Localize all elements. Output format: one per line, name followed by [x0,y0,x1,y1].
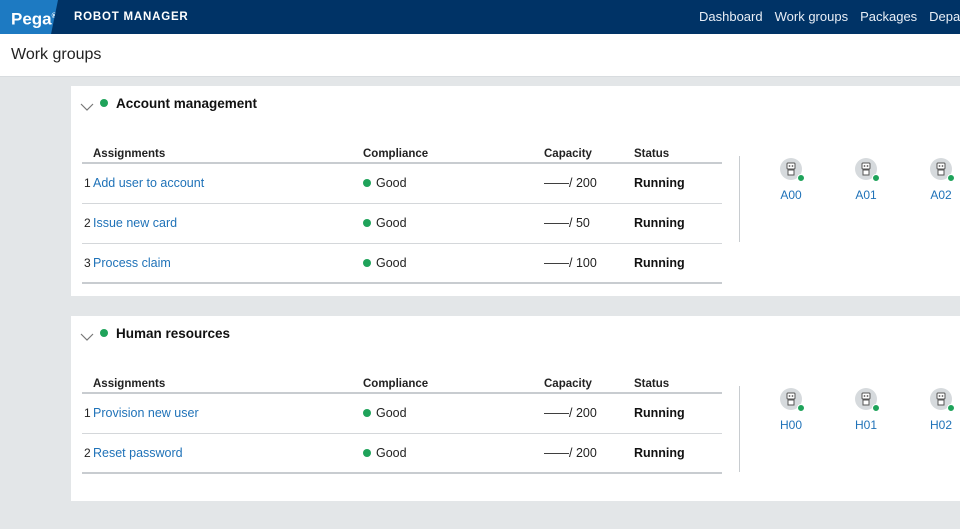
robot-name[interactable]: H00 [779,418,802,432]
robot-name[interactable]: H01 [854,418,877,432]
compliance-value: Good [376,216,407,230]
status-value: Running [634,256,685,270]
robot-status-dot [947,174,955,182]
status-dot-icon [363,449,371,457]
col-compliance: Compliance [363,148,429,160]
chevron-down-icon[interactable] [80,332,94,342]
capacity-value: ——/ 100 [544,256,597,270]
table-header: Assignments Compliance Capacity Status [82,378,722,394]
compliance-value: Good [376,406,407,420]
chevron-down-icon[interactable] [80,102,94,112]
group-title: Human resources [116,326,231,341]
col-assignments: Assignments [93,378,166,390]
pega-logo[interactable]: Pega® [0,0,58,34]
assignment-link[interactable]: Add user to account [93,176,205,190]
robot-icon [930,158,955,182]
robot-name[interactable]: A00 [780,188,802,202]
compliance-cell: Good [363,446,407,460]
nav-work-groups[interactable]: Work groups [774,9,849,24]
table-header: Assignments Compliance Capacity Status [82,148,722,164]
row-number: 3 [84,256,91,270]
compliance-value: Good [376,256,407,270]
robot-status-dot [872,404,880,412]
compliance-cell: Good [363,406,407,420]
nav-packages[interactable]: Packages [860,9,918,24]
divider [739,156,740,242]
robot-tile[interactable]: A00 [771,158,811,202]
status-value: Running [634,176,685,190]
compliance-cell: Good [363,176,407,190]
group-status-dot [100,99,108,107]
col-assignments: Assignments [93,148,166,160]
robot-icon [930,388,955,412]
row-number: 1 [84,406,91,420]
logo-registered-mark: ® [51,13,57,20]
capacity-value: ——/ 200 [544,176,597,190]
row-number: 1 [84,176,91,190]
robot-icon [855,158,880,182]
row-number: 2 [84,446,91,460]
assignment-link[interactable]: Process claim [93,256,171,270]
work-group-card: Human resources Assignments Compliance C… [71,316,960,501]
compliance-cell: Good [363,216,407,230]
row-number: 2 [84,216,91,230]
table-row: 2 Issue new card Good ——/ 50 Running [82,204,722,244]
robot-icon [780,158,805,182]
assignment-link[interactable]: Provision new user [93,406,199,420]
main-nav: Dashboard Work groups Packages Departm [699,0,960,34]
status-value: Running [634,216,685,230]
page-header: Work groups [0,34,960,77]
assignment-link[interactable]: Reset password [93,446,183,460]
capacity-value: ——/ 50 [544,216,590,230]
robot-status-dot [872,174,880,182]
compliance-value: Good [376,446,407,460]
app-name: ROBOT MANAGER [74,11,189,23]
robot-status-dot [797,174,805,182]
group-status-dot [100,329,108,337]
status-dot-icon [363,219,371,227]
table-row: 2 Reset password Good ——/ 200 Running [82,434,722,474]
robot-tile[interactable]: A02 [921,158,960,202]
nav-departments[interactable]: Departm [929,9,960,24]
col-capacity: Capacity [544,378,592,390]
robot-name[interactable]: H02 [929,418,952,432]
col-status: Status [634,378,670,390]
robot-tile[interactable]: A01 [846,158,886,202]
robot-tile[interactable]: H02 [921,388,960,432]
table-row: 1 Add user to account Good ——/ 200 Runni… [82,164,722,204]
robot-icon [780,388,805,412]
status-value: Running [634,406,685,420]
robot-icon [855,388,880,412]
status-dot-icon [363,409,371,417]
robot-tile[interactable]: H00 [771,388,811,432]
compliance-value: Good [376,176,407,190]
table-row: 1 Provision new user Good ——/ 200 Runnin… [82,394,722,434]
top-navigation-bar: Pega® ROBOT MANAGER Dashboard Work group… [0,0,960,34]
assignment-link[interactable]: Issue new card [93,216,178,230]
table-row: 3 Process claim Good ——/ 100 Running [82,244,722,284]
robot-status-dot [947,404,955,412]
capacity-value: ——/ 200 [544,446,597,460]
status-dot-icon [363,259,371,267]
status-value: Running [634,446,685,460]
robot-tile[interactable]: H01 [846,388,886,432]
robot-name[interactable]: A01 [855,188,877,202]
compliance-cell: Good [363,256,407,270]
col-compliance: Compliance [363,378,429,390]
nav-dashboard[interactable]: Dashboard [699,9,763,24]
page-title: Work groups [11,46,102,63]
divider [739,386,740,472]
group-title: Account management [116,96,258,111]
col-capacity: Capacity [544,148,592,160]
status-dot-icon [363,179,371,187]
logo-text: Pega [11,9,52,29]
work-group-card: Account management Assignments Complianc… [71,86,960,296]
robot-status-dot [797,404,805,412]
capacity-value: ——/ 200 [544,406,597,420]
col-status: Status [634,148,670,160]
robot-name[interactable]: A02 [930,188,952,202]
